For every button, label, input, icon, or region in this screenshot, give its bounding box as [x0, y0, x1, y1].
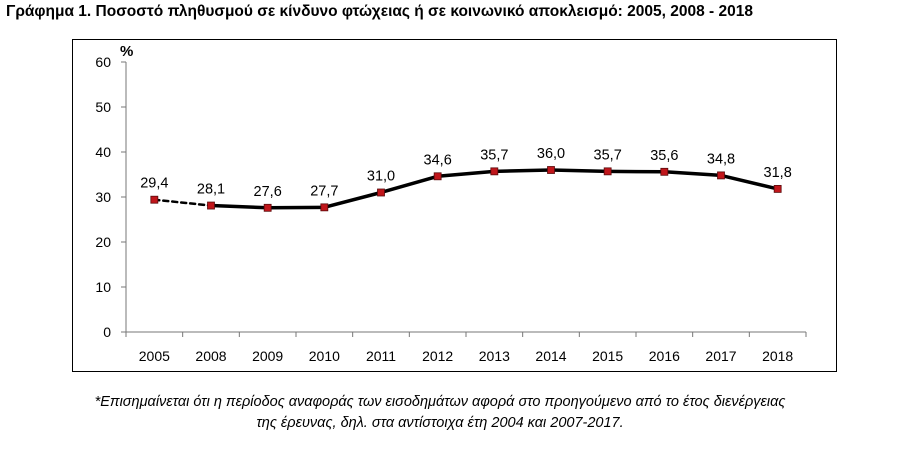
- x-tick-label: 2013: [479, 348, 510, 364]
- y-tick-label: 40: [95, 144, 111, 160]
- series-segment-dashed: [153, 198, 213, 207]
- data-label: 31,8: [764, 165, 792, 181]
- data-label: 35,7: [594, 147, 622, 163]
- footnote-line-1: *Επισημαίνεται ότι η περίοδος αναφοράς τ…: [94, 394, 786, 410]
- data-point-marker: [490, 167, 499, 176]
- series-segment: [719, 173, 780, 191]
- y-tick-label: 20: [95, 234, 111, 250]
- data-label: 28,1: [197, 182, 225, 198]
- y-tick-label: 30: [95, 189, 111, 205]
- series-segment: [322, 190, 383, 210]
- data-label: 35,6: [650, 148, 678, 164]
- data-label: 27,7: [310, 183, 338, 199]
- x-tick-label: 2017: [705, 348, 736, 364]
- data-label: 27,6: [254, 184, 282, 200]
- x-tick-label: 2009: [252, 348, 283, 364]
- data-point-marker: [603, 167, 612, 176]
- y-tick-label: 50: [95, 99, 111, 115]
- axes-layer: [125, 62, 806, 333]
- data-point-marker: [717, 171, 725, 180]
- y-tick-label: 0: [103, 324, 111, 340]
- series-segment: [662, 170, 723, 178]
- series-layer: [153, 168, 780, 210]
- series-segment: [435, 169, 497, 179]
- data-label: 36,0: [537, 146, 565, 162]
- data-point-marker: [207, 201, 215, 210]
- x-tick-label: 2012: [422, 348, 453, 364]
- data-labels-layer: 29,4 28,1 27,6 27,7 31,0 34,6 35,7 36,0 35,7 35,6…: [140, 146, 792, 200]
- data-label: 31,0: [367, 169, 395, 185]
- series-segment: [549, 168, 610, 174]
- x-tick-label: 2015: [592, 348, 623, 364]
- markers-layer: [150, 166, 782, 212]
- series-segment: [492, 168, 553, 174]
- series-segment: [209, 203, 270, 210]
- data-point-marker: [150, 195, 159, 204]
- chart-footnote: *Επισημαίνεται ότι η περίοδος αναφοράς τ…: [0, 392, 880, 434]
- data-point-marker: [773, 184, 782, 193]
- y-tick-label: 60: [95, 54, 111, 70]
- data-point-marker: [660, 167, 669, 176]
- x-tick-label: 2018: [762, 348, 793, 364]
- x-tick-label: 2011: [366, 348, 396, 364]
- footnote-line-2: της έρευνας, δηλ. στα αντίστοιχα έτη 200…: [256, 415, 624, 431]
- data-label: 34,6: [424, 152, 452, 168]
- chart-title: Γράφημα 1. Ποσοστό πληθυσμού σε κίνδυνο …: [6, 3, 753, 20]
- y-unit-label: %: [120, 43, 133, 60]
- x-tick-label: 2016: [649, 348, 680, 364]
- chart-area-border: [72, 39, 837, 372]
- data-point-marker: [433, 172, 442, 181]
- data-point-marker: [320, 203, 329, 212]
- data-label: 34,8: [707, 151, 735, 167]
- y-tick-label: 10: [95, 279, 111, 295]
- data-point-marker: [547, 166, 555, 174]
- data-label: 29,4: [140, 176, 168, 192]
- series-segment: [379, 174, 440, 195]
- data-point-marker: [377, 188, 385, 197]
- data-point-marker: [263, 203, 272, 212]
- x-tick-label: 2014: [535, 348, 566, 364]
- data-label: 35,7: [480, 147, 508, 163]
- x-tick-label: 2008: [195, 348, 226, 364]
- x-tick-label: 2005: [139, 348, 170, 364]
- x-tick-label: 2010: [309, 348, 340, 364]
- x-ticks-layer: 2005 2008 2009 2010 2011 2012 2013 2014 2015 2016…: [125, 332, 807, 364]
- y-ticks-layer: 0 10 20 30 40 50 60: [95, 54, 126, 340]
